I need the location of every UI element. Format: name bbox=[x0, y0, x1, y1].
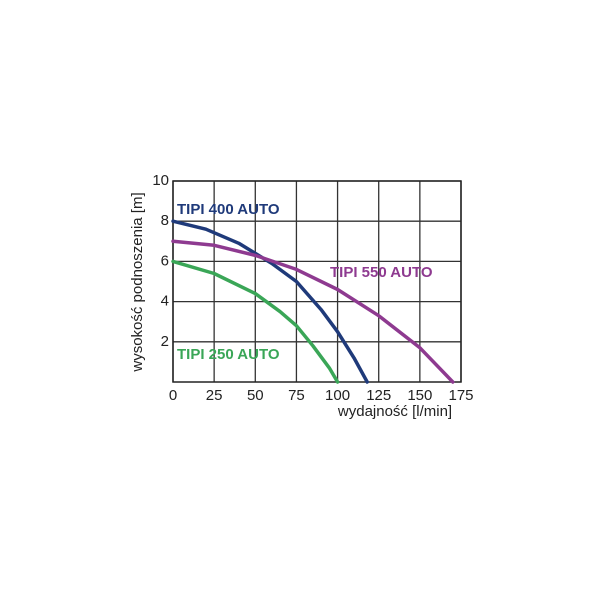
y-axis-label: wysokość podnoszenia [m] bbox=[129, 192, 146, 372]
x-tick-label: 25 bbox=[206, 387, 223, 404]
y-tick-label: 2 bbox=[161, 333, 169, 350]
y-tick-label: 10 bbox=[152, 172, 169, 189]
series-line bbox=[171, 219, 369, 384]
x-tick-label: 125 bbox=[366, 387, 391, 404]
series-label: TIPI 550 AUTO bbox=[330, 264, 433, 281]
x-tick-label: 175 bbox=[448, 387, 473, 404]
x-axis-label: wydajność [l/min] bbox=[337, 403, 452, 420]
series-label: TIPI 400 AUTO bbox=[177, 201, 280, 218]
x-tick-label: 75 bbox=[288, 387, 305, 404]
x-tick-label: 150 bbox=[407, 387, 432, 404]
series-line bbox=[171, 259, 340, 384]
plot-frame bbox=[172, 180, 462, 383]
y-tick-label: 6 bbox=[161, 252, 169, 269]
x-tick-label: 100 bbox=[325, 387, 350, 404]
series-label: TIPI 250 AUTO bbox=[177, 346, 280, 363]
series-line bbox=[171, 239, 455, 384]
x-tick-label: 50 bbox=[247, 387, 264, 404]
y-tick-label: 4 bbox=[161, 293, 169, 310]
y-tick-label: 8 bbox=[161, 212, 169, 229]
x-tick-label: 0 bbox=[169, 387, 177, 404]
